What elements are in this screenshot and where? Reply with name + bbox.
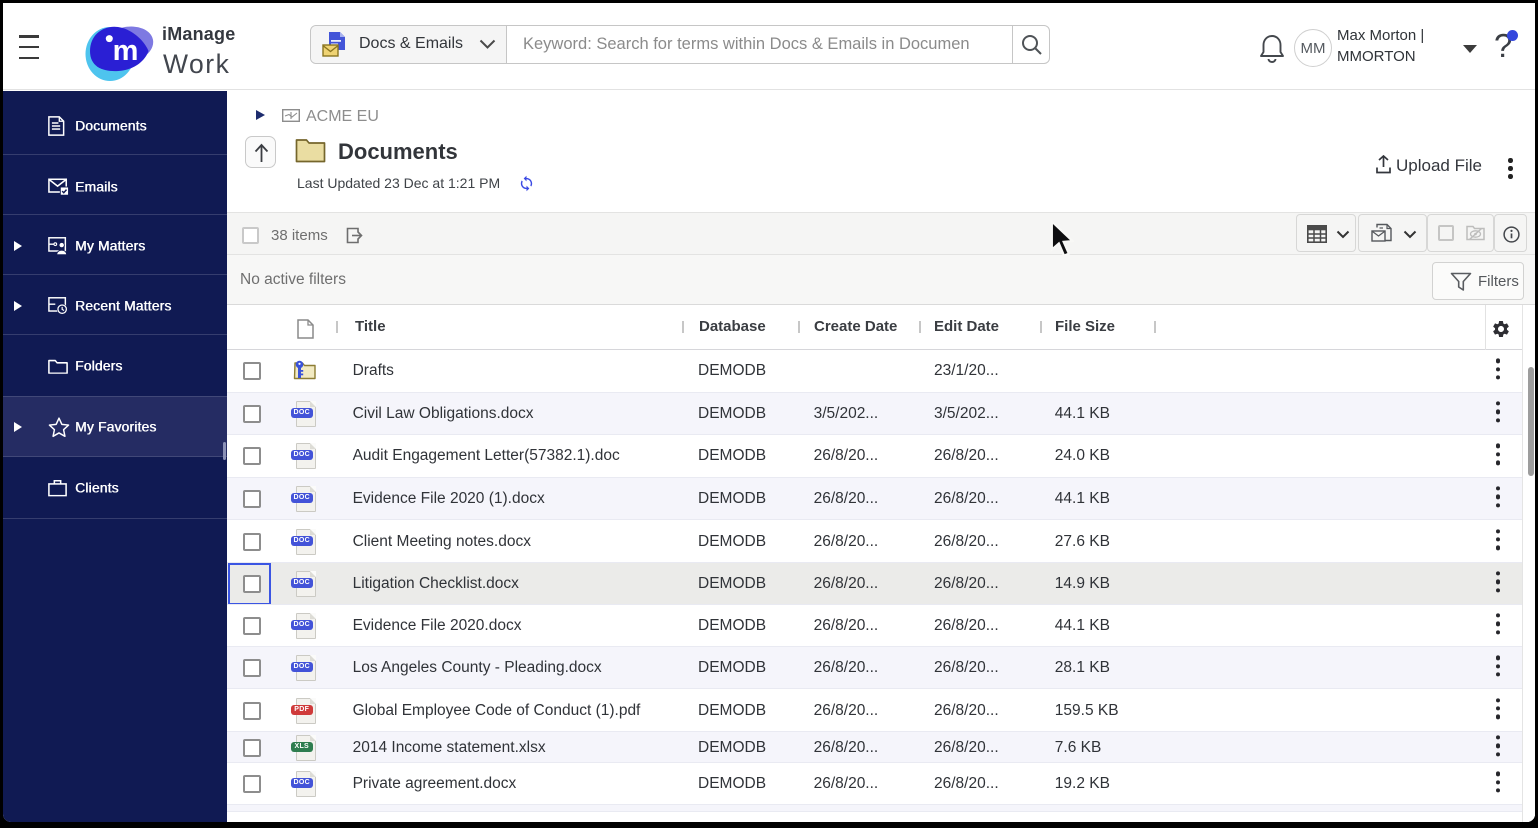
svg-text:m: m xyxy=(113,35,139,67)
